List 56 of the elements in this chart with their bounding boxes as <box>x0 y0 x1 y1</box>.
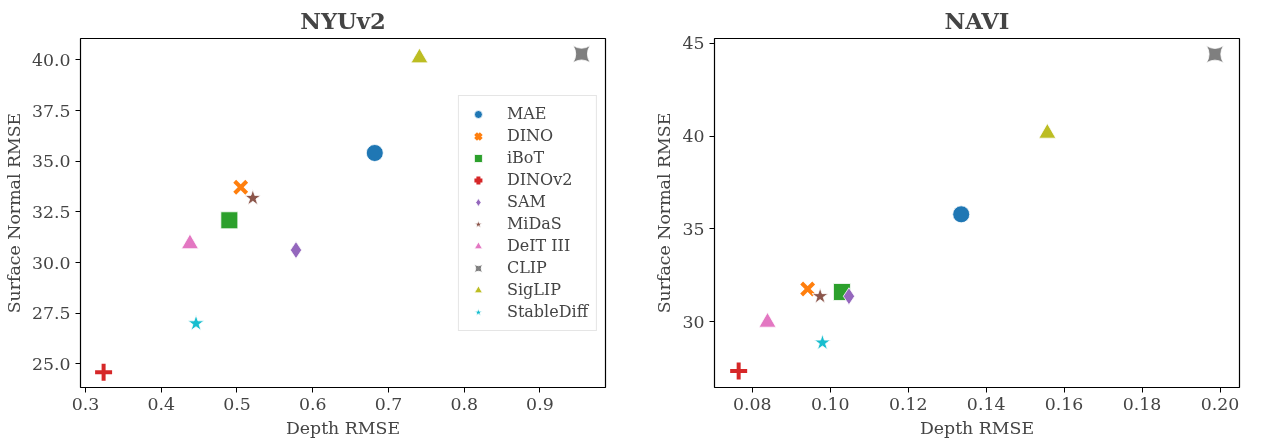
point <box>93 361 115 383</box>
legend-label: SigLIP <box>506 280 561 299</box>
legend-label: DINOv2 <box>506 170 573 189</box>
point <box>799 281 816 298</box>
legend-label: MAE <box>506 104 547 123</box>
legend-label: iBoT <box>506 148 545 167</box>
y-tick-label: 35 <box>682 218 705 239</box>
point <box>232 179 249 196</box>
y-tick-label: 40.0 <box>31 49 71 70</box>
x-tick-label: 0.08 <box>733 393 772 414</box>
y-axis-title: Surface Normal RMSE <box>3 112 24 314</box>
y-tick-label: 45 <box>682 33 705 54</box>
x-tick-label: 0.18 <box>1122 393 1162 414</box>
x-tick-label: 0.4 <box>147 393 175 414</box>
x-tick-label: 0.20 <box>1200 393 1240 414</box>
legend-label: SAM <box>506 192 546 211</box>
chart-title: NAVI <box>944 7 1010 34</box>
point <box>289 241 303 259</box>
x-tick-label: 0.8 <box>450 393 478 414</box>
legend-label: StableDiff <box>506 302 588 321</box>
x-tick-label: 0.7 <box>374 393 403 414</box>
chart-title: NYUv2 <box>300 7 386 34</box>
x-tick-label: 0.6 <box>298 393 327 414</box>
point <box>842 287 856 306</box>
point <box>187 314 205 331</box>
legend-label: DeIT III <box>506 236 571 255</box>
point <box>1206 45 1224 64</box>
x-tick-label: 0.14 <box>966 393 1006 414</box>
x-tick-label: 0.5 <box>223 393 251 414</box>
y-tick-label: 30 <box>682 311 705 332</box>
y-tick-label: 35.0 <box>31 151 71 172</box>
point <box>244 189 262 206</box>
point <box>811 287 829 304</box>
point <box>220 211 239 230</box>
y-tick-label: 40 <box>682 126 705 147</box>
point <box>813 333 831 350</box>
point <box>572 45 591 64</box>
x-tick-label: 0.3 <box>71 393 100 414</box>
legend-label: DINO <box>506 126 554 145</box>
point <box>952 205 971 224</box>
y-tick-label: 32.5 <box>31 201 71 222</box>
x-tick-label: 0.10 <box>810 393 850 414</box>
legend-label: CLIP <box>506 258 547 277</box>
x-tick-label: 0.16 <box>1044 393 1084 414</box>
y-axis-title: Surface Normal RMSE <box>654 112 675 314</box>
y-tick-label: 25.0 <box>31 353 71 374</box>
legend-label: MiDaS <box>506 214 562 233</box>
x-axis-title: Depth RMSE <box>919 417 1035 438</box>
x-tick-label: 0.12 <box>888 393 928 414</box>
point <box>365 144 384 162</box>
y-tick-label: 37.5 <box>31 100 71 121</box>
x-tick-label: 0.9 <box>526 393 554 414</box>
y-tick-label: 30.0 <box>31 252 71 273</box>
point <box>728 360 750 382</box>
y-tick-label: 27.5 <box>31 303 71 324</box>
x-axis-title: Depth RMSE <box>285 417 401 438</box>
